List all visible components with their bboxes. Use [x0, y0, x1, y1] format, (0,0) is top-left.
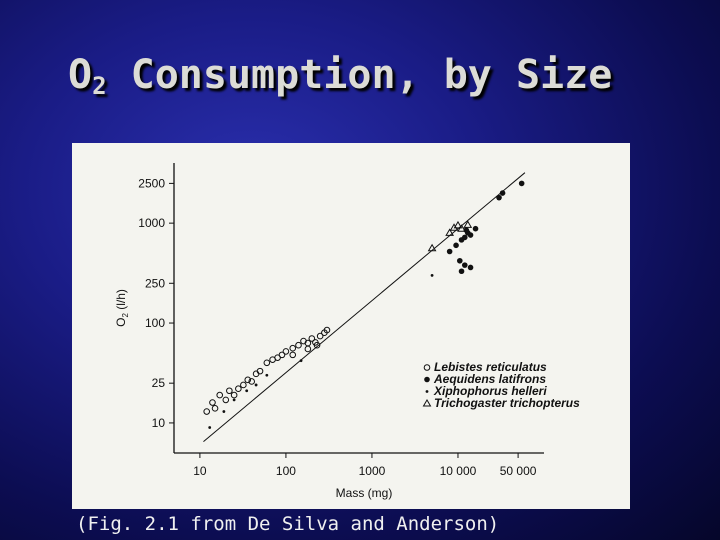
data-point-series-0	[240, 381, 247, 389]
data-point-series-0	[226, 387, 233, 395]
data-point-series-0	[289, 351, 297, 359]
data-point-series-1	[458, 268, 465, 275]
legend-label-3: Trichogaster trichopterus	[434, 396, 580, 410]
data-point-series-2	[232, 398, 236, 402]
data-point-series-0	[235, 385, 242, 393]
scatter-chart: 10 25 100 250 1000 2500 10 100 1000 10 000 50 000 M…	[114, 163, 580, 500]
data-point-series-2	[208, 426, 212, 429]
y-axis-label: O2 (l/h)	[114, 289, 130, 327]
title-subscript: 2	[92, 72, 107, 100]
data-point-series-1	[456, 257, 463, 264]
y-tick-label: 1000	[138, 216, 165, 230]
figure-panel: 10 25 100 250 1000 2500 10 100 1000 10 000 50 000 M…	[72, 143, 630, 509]
data-point-series-3	[427, 243, 437, 252]
data-point-series-3	[453, 220, 463, 229]
regression-line	[203, 172, 526, 443]
x-tick-label: 50 000	[500, 464, 537, 478]
data-point-series-1	[472, 225, 479, 232]
x-tick-label: 1000	[359, 464, 386, 478]
slide-title: O2 Consumption, by Size	[68, 52, 612, 100]
legend-marker-3	[422, 399, 432, 407]
data-point-series-1	[499, 190, 506, 196]
data-point-series-0	[203, 408, 211, 415]
x-tick-label: 100	[276, 464, 296, 478]
data-point-series-1	[461, 234, 468, 241]
data-point-series-0	[316, 332, 324, 340]
legend-label-1: Aequidens latifrons	[433, 372, 546, 386]
data-point-series-3	[449, 223, 459, 231]
y-tick-label: 100	[145, 316, 165, 330]
y-tick-label: 250	[145, 276, 165, 290]
y-tick-label: 10	[152, 416, 166, 430]
legend-label-0: Lebistes reticulatus	[434, 360, 547, 374]
legend-marker-0	[423, 364, 431, 371]
data-point-series-0	[295, 341, 302, 349]
data-point-series-0	[282, 348, 290, 355]
data-point-series-2	[265, 373, 269, 377]
data-point-series-1	[453, 242, 459, 249]
data-point-series-0	[323, 326, 331, 334]
title-rest: Consumption, by Size	[106, 52, 613, 98]
data-point-series-0	[263, 359, 271, 367]
x-axis-label: Mass (mg)	[336, 486, 393, 500]
data-point-series-0	[248, 378, 255, 385]
x-tick-label: 10 000	[440, 464, 477, 478]
y-axis-label-sub: 2	[121, 313, 130, 318]
data-point-series-0	[230, 391, 238, 399]
y-axis-label-main: O	[114, 318, 128, 327]
data-point-series-2	[222, 410, 226, 413]
data-point-series-0	[278, 351, 286, 359]
data-point-series-0	[244, 376, 252, 384]
x-tick-label: 10	[193, 464, 207, 478]
data-point-series-0	[222, 396, 230, 404]
data-point-series-3	[463, 220, 473, 228]
legend-marker-1	[424, 376, 430, 383]
data-point-series-0	[252, 370, 260, 378]
data-point-series-2	[245, 389, 249, 393]
data-point-series-2	[430, 273, 434, 277]
data-point-series-0	[216, 391, 224, 399]
data-point-series-1	[467, 232, 474, 238]
data-point-series-0	[308, 335, 316, 342]
data-point-series-2	[254, 383, 258, 387]
data-point-series-0	[289, 344, 297, 352]
data-point-series-1	[518, 180, 525, 187]
title-main: O	[68, 52, 93, 98]
legend-label-2: Xiphophorus helleri	[433, 384, 547, 398]
data-point-series-0	[256, 367, 264, 375]
data-point-series-0	[211, 405, 219, 412]
y-axis-label-rest: (l/h)	[114, 289, 128, 313]
data-point-series-1	[496, 194, 502, 201]
data-point-series-3	[457, 224, 466, 232]
data-point-series-0	[313, 341, 321, 349]
y-tick-label: 25	[152, 376, 166, 390]
data-point-series-1	[467, 264, 474, 271]
figure-caption: (Fig. 2.1 from De Silva and Anderson)	[76, 513, 500, 535]
y-tick-label: 2500	[138, 176, 165, 190]
data-point-series-3	[445, 228, 455, 236]
data-point-series-0	[209, 399, 216, 406]
data-point-series-1	[446, 248, 453, 255]
data-point-series-0	[304, 345, 312, 353]
data-point-series-2	[299, 359, 303, 363]
data-point-series-1	[461, 262, 468, 268]
legend-marker-2	[425, 390, 429, 393]
